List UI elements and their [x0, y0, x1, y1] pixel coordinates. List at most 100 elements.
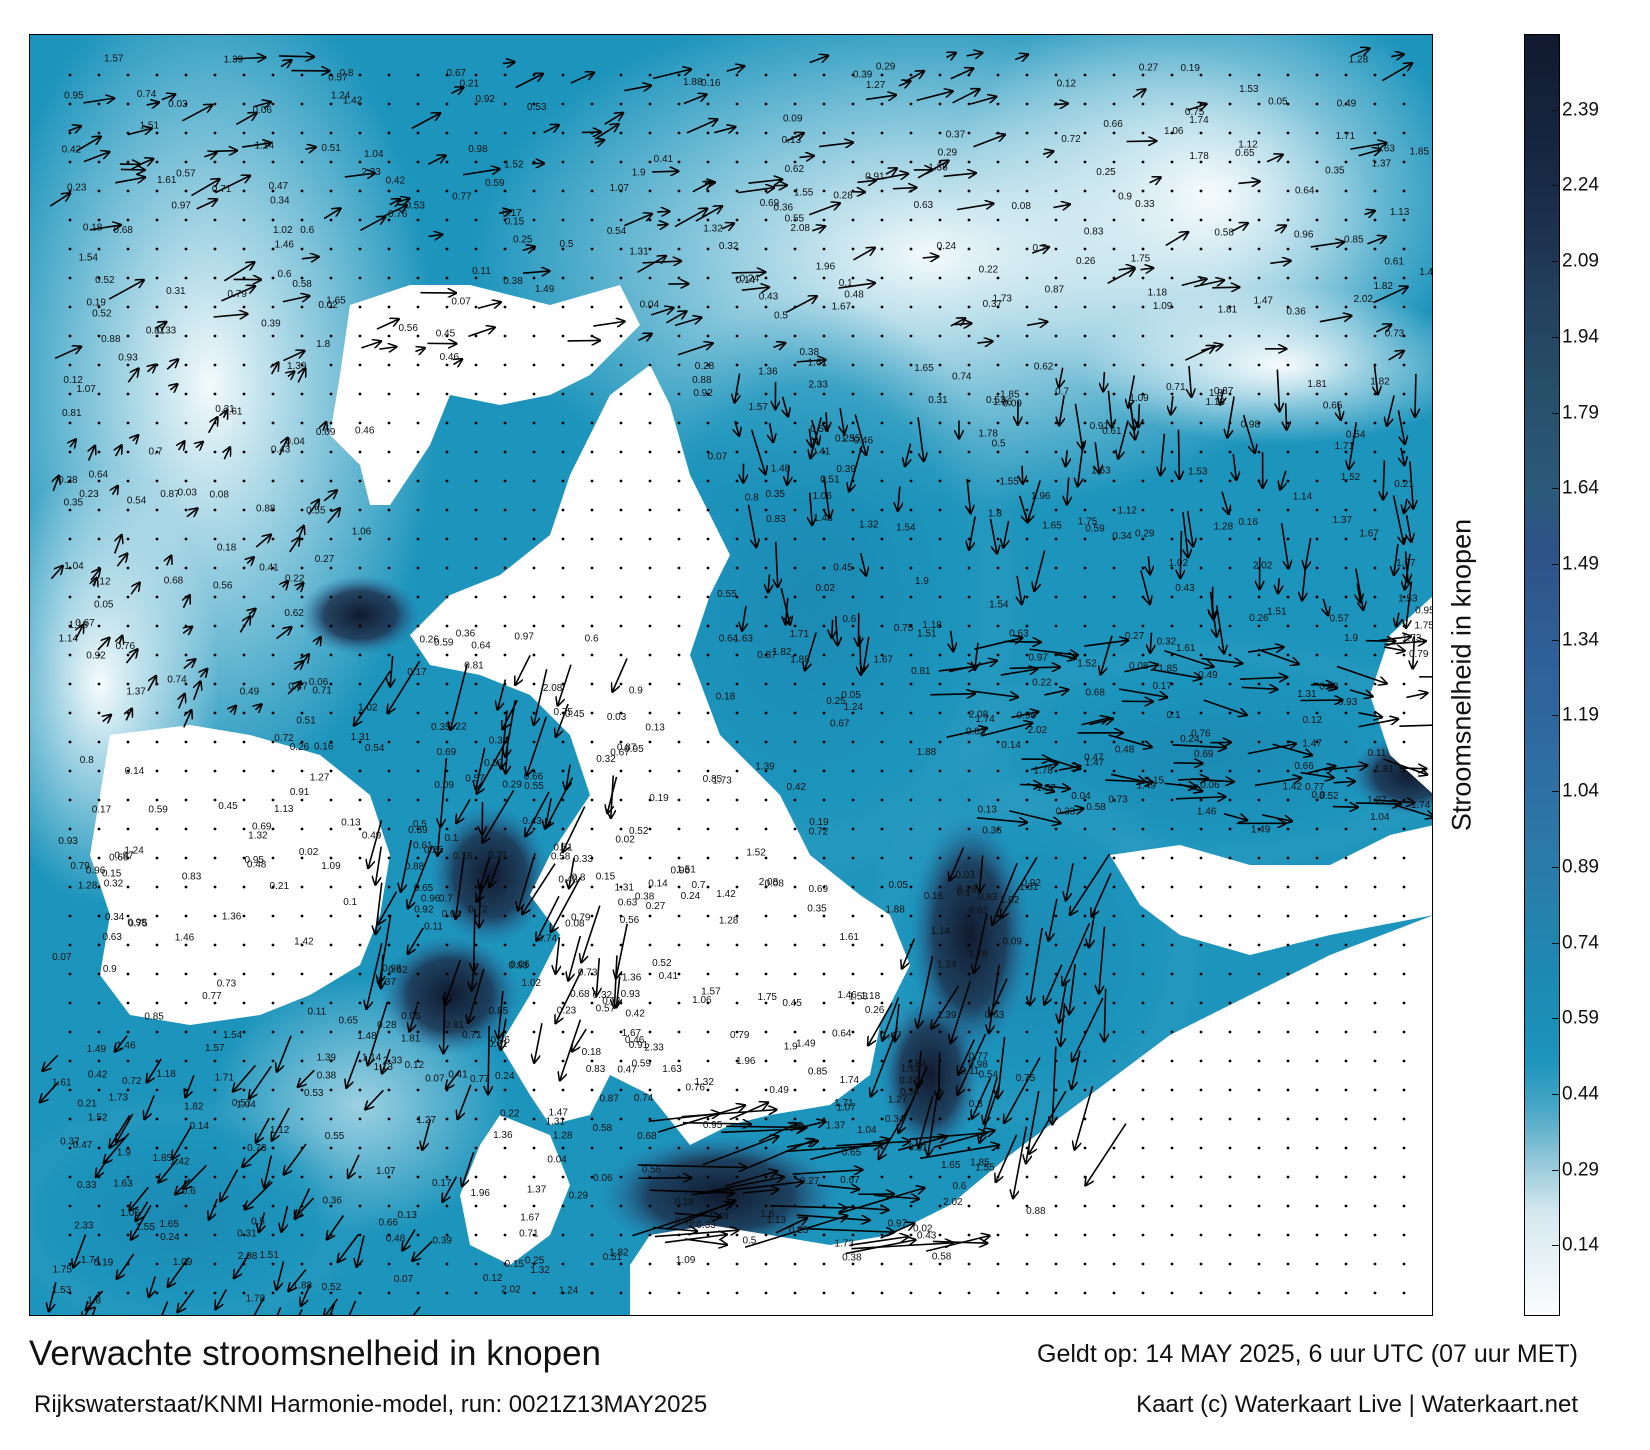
speed-value-label: 0.35 [431, 722, 451, 733]
current-arrow [989, 964, 1000, 1033]
grid-dot [1112, 1204, 1116, 1208]
grid-dot [184, 305, 188, 309]
speed-value-label: 0.05 [401, 1011, 421, 1022]
speed-value-label: 0.91 [445, 1020, 465, 1031]
grid-dot [1170, 160, 1174, 164]
grid-dot [619, 943, 623, 947]
grid-dot [1344, 102, 1348, 106]
grid-dot [300, 160, 304, 164]
grid-dot [242, 1059, 246, 1063]
current-arrow [989, 518, 997, 554]
current-arrow [1187, 104, 1206, 110]
speed-value-label: 0.32 [596, 754, 616, 765]
grid-dot [735, 305, 739, 309]
grid-dot [97, 189, 101, 193]
grid-dot [561, 566, 565, 570]
grid-dot [1025, 1117, 1029, 1121]
grid-dot [1054, 392, 1058, 396]
grid-dot [1199, 276, 1203, 280]
grid-dot [358, 363, 362, 367]
speed-value-label: 1.14 [1293, 492, 1313, 503]
grid-dot [329, 392, 333, 396]
speed-value-label: 1.46 [275, 240, 295, 251]
current-arrow [838, 283, 875, 288]
grid-dot [1141, 1233, 1145, 1237]
speed-value-label: 1.18 [861, 991, 881, 1002]
colorbar-tickmark [1552, 1245, 1560, 1247]
grid-dot [706, 1059, 710, 1063]
speed-value-label: 0.12 [1303, 715, 1323, 726]
grid-dot [445, 1233, 449, 1237]
grid-dot [126, 798, 130, 802]
speed-value-label: 1.28 [553, 1131, 573, 1142]
grid-dot [677, 1088, 681, 1092]
grid-dot [1025, 131, 1029, 135]
grid-dot [213, 73, 217, 77]
grid-dot [329, 769, 333, 773]
speed-value-label: 0.33 [1135, 199, 1155, 210]
speed-value-label: 1.07 [76, 384, 96, 395]
speed-value-label: 1.85 [1410, 147, 1430, 158]
current-arrow [255, 534, 271, 548]
grid-dot [1112, 421, 1116, 425]
grid-dot [1373, 1117, 1377, 1121]
grid-dot [300, 247, 304, 251]
grid-dot [1373, 1146, 1377, 1150]
speed-value-label: 1.67 [1359, 529, 1379, 540]
grid-dot [1170, 1146, 1174, 1150]
grid-dot [271, 972, 275, 976]
current-arrow [194, 681, 201, 701]
current-arrow [1323, 598, 1328, 616]
speed-value-label: 0.71 [212, 184, 232, 195]
current-arrow [376, 882, 383, 935]
current-arrow [792, 1170, 863, 1174]
grid-dot [300, 1001, 304, 1005]
grid-dot [1344, 972, 1348, 976]
grid-dot [1257, 595, 1261, 599]
speed-value-label: 0.7 [149, 446, 163, 457]
grid-dot [706, 508, 710, 512]
grid-dot [329, 856, 333, 860]
grid-dot [648, 943, 652, 947]
current-arrow [996, 1134, 1018, 1182]
grid-dot [648, 421, 652, 425]
grid-dot [909, 421, 913, 425]
grid-dot [97, 885, 101, 889]
grid-dot [1344, 566, 1348, 570]
grid-dot [1025, 595, 1029, 599]
grid-dot [1054, 218, 1058, 222]
grid-dot [619, 392, 623, 396]
speed-value-label: 0.5 [992, 438, 1006, 449]
grid-dot [126, 1204, 130, 1208]
grid-dot [561, 1088, 565, 1092]
grid-dot [648, 1204, 652, 1208]
current-arrow [614, 955, 616, 1007]
grid-dot [1228, 1233, 1232, 1237]
grid-dot [619, 769, 623, 773]
speed-value-label: 0.83 [978, 892, 998, 903]
current-arrow [468, 327, 494, 338]
grid-dot [706, 102, 710, 106]
grid-dot [793, 508, 797, 512]
current-arrow [1095, 442, 1099, 473]
grid-dot [300, 1117, 304, 1121]
grid-dot [1199, 1233, 1203, 1237]
grid-dot [387, 334, 391, 338]
grid-dot [996, 508, 1000, 512]
grid-dot [764, 769, 768, 773]
current-arrow [1066, 450, 1068, 466]
current-arrow [973, 135, 1005, 148]
speed-value-label: 1.67 [874, 655, 894, 666]
grid-dot [97, 421, 101, 425]
grid-dot [445, 160, 449, 164]
current-arrow [970, 97, 997, 105]
grid-dot [1373, 305, 1377, 309]
speed-value-label: 0.71 [462, 1030, 482, 1041]
current-arrow [127, 368, 138, 383]
current-arrow [882, 997, 900, 1041]
current-arrow [1350, 143, 1386, 150]
current-arrow [981, 723, 1032, 737]
speed-value-label: 0.24 [495, 1071, 515, 1082]
grid-dot [1083, 537, 1087, 541]
current-arrow [566, 764, 570, 790]
